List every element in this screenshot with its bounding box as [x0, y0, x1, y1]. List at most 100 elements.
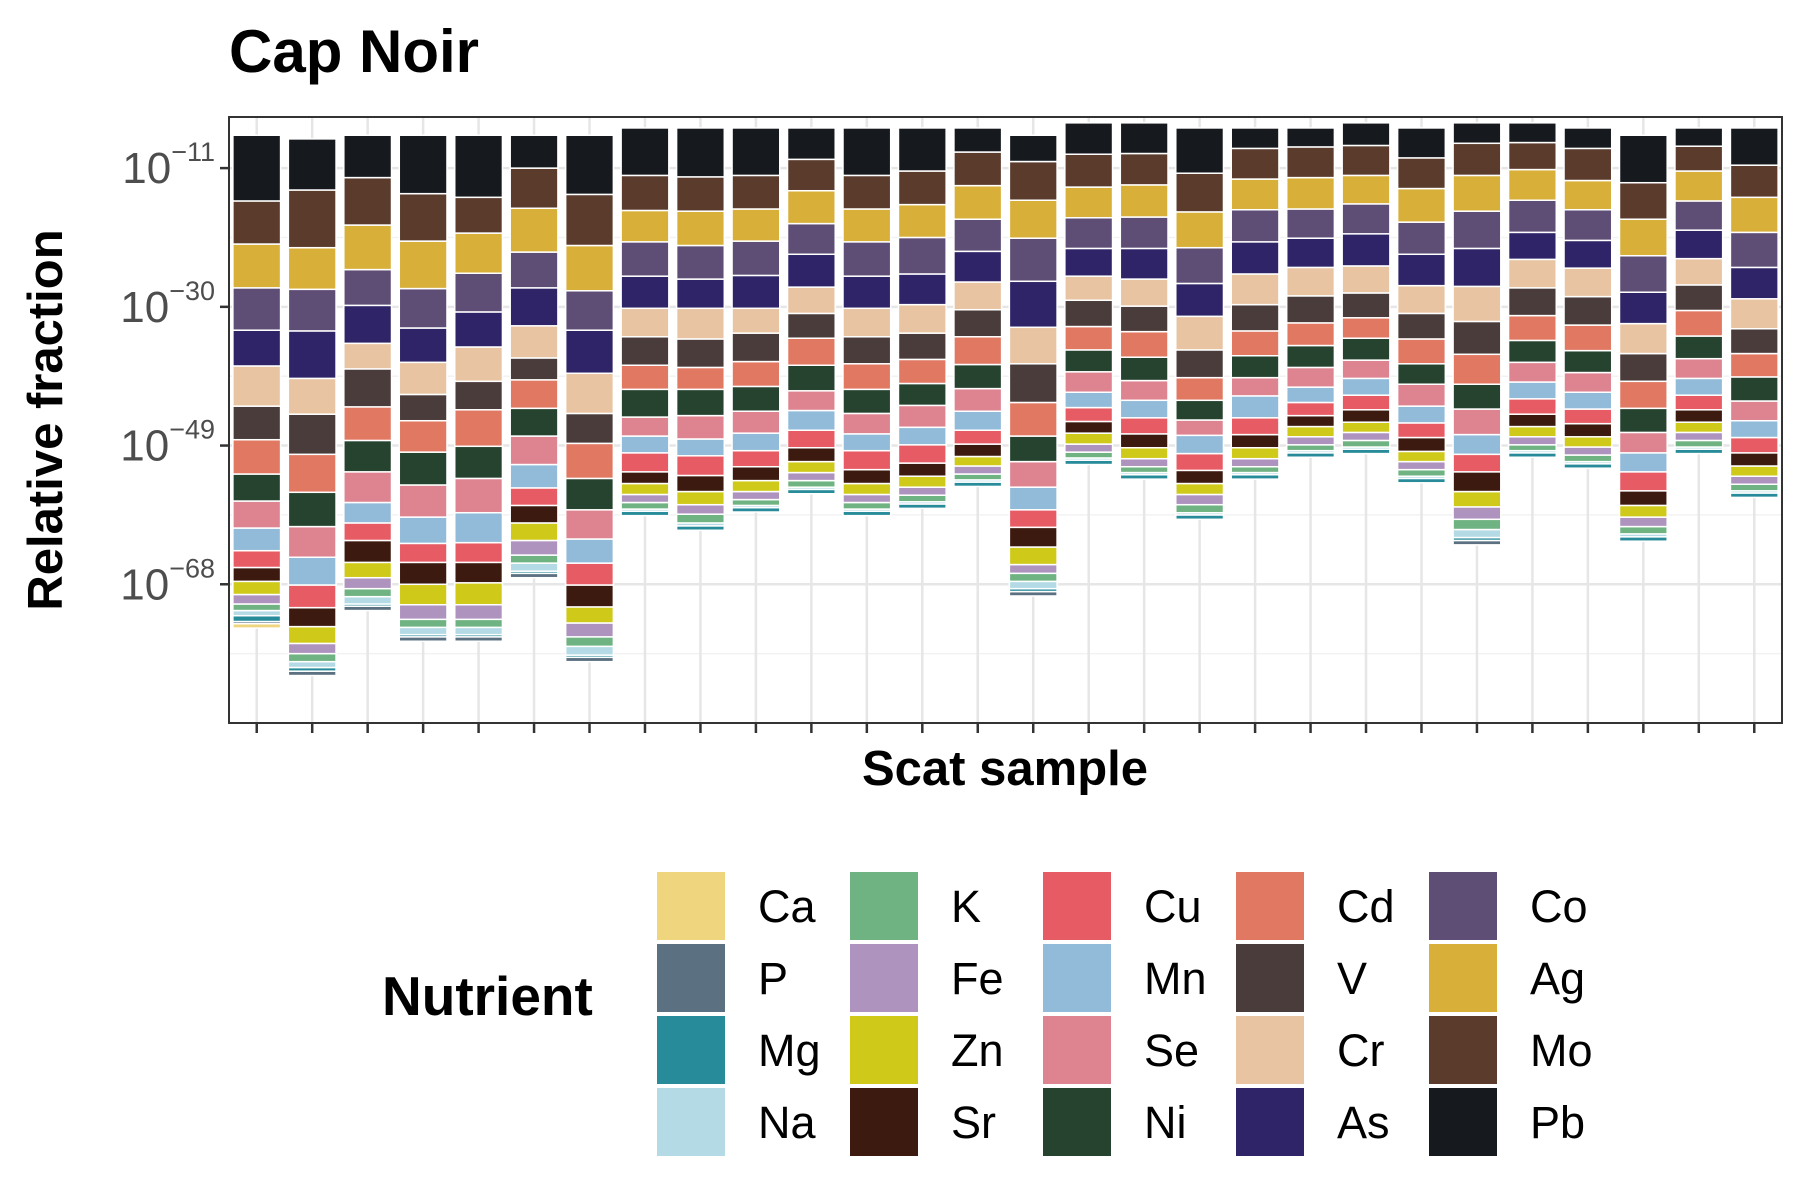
bar-segment-cr [398, 361, 448, 396]
bar-segment-mo [1563, 147, 1613, 182]
bar-segment-cr [343, 342, 393, 370]
bar-segment-cd [1507, 314, 1558, 342]
bar-segment-mo [398, 192, 448, 242]
bar-segment-co [343, 268, 393, 307]
bar-segment-cr [1341, 265, 1391, 294]
bar-segment-na [564, 645, 615, 656]
bar-segment-cu [731, 449, 781, 468]
bar-segment-pb [1008, 134, 1058, 163]
bar-segment-k [731, 498, 781, 507]
bar-segment-pb [1618, 134, 1668, 184]
bar-segment-cd [1008, 401, 1058, 437]
bar-segment-co [1396, 221, 1447, 256]
bar-segment-pb [398, 134, 448, 195]
bar-segment-cr [1452, 285, 1502, 323]
bar-segment-cr [842, 307, 892, 338]
bar-segment-as [675, 278, 726, 310]
bar-segment-k [1618, 525, 1668, 535]
legend-key [1236, 944, 1304, 1012]
legend-key [1043, 944, 1111, 1012]
bar-segment-na [232, 609, 282, 617]
bar-stack [287, 138, 337, 677]
bar-segment-ni [1452, 383, 1502, 410]
bar-segment-zn [953, 455, 1003, 467]
bar-segment-as [509, 287, 559, 327]
bar-segment-fe [1396, 460, 1447, 471]
bar-segment-co [287, 288, 337, 332]
bar-segment-pb [1452, 122, 1502, 145]
bar-segment-v [398, 393, 448, 422]
bar-segment-fe [1064, 443, 1114, 453]
bar-segment-mo [1230, 147, 1280, 180]
bar-segment-mn [1341, 377, 1391, 396]
bar-segment-fe [509, 539, 559, 556]
bar-segment-v [1285, 295, 1336, 324]
bar-segment-pb [1230, 127, 1280, 150]
bar-segment-k [564, 636, 615, 648]
legend-label: Ni [1144, 1097, 1187, 1148]
bar-segment-se [731, 410, 781, 434]
bar-segment-cr [1008, 326, 1058, 365]
bar-segment-ag [1119, 184, 1169, 218]
bar-segment-pb [1175, 127, 1225, 174]
bar-segment-ni [453, 445, 504, 480]
y-tick-label: 10−68 [120, 553, 215, 609]
bar-segment-mo [1507, 141, 1558, 171]
bar-segment-pb [1507, 122, 1558, 144]
bar-segment-v [564, 412, 615, 445]
bar-segment-mo [1008, 160, 1058, 201]
bar-segment-v [842, 336, 892, 365]
bar-segment-mo [232, 200, 282, 245]
bar-segment-cr [731, 307, 781, 334]
bar-segment-se [1729, 400, 1779, 422]
bar-segment-co [509, 251, 559, 289]
bar-stack [786, 127, 836, 495]
bar-segment-v [1507, 287, 1558, 317]
bar-segment-ni [1175, 399, 1225, 421]
bar-segment-zn [1119, 446, 1169, 460]
bar-stack [897, 127, 947, 510]
bar-segment-pb [287, 138, 337, 191]
bar-segment-mn [1008, 486, 1058, 511]
bar-segment-fe [343, 576, 393, 590]
bar-segment-se [1064, 371, 1114, 394]
legend-label: Cd [1337, 881, 1395, 932]
legend-item-mn: Mn [1043, 944, 1207, 1012]
bar-segment-v [897, 332, 947, 361]
bar-segment-sr [1507, 413, 1558, 428]
bar-segment-se [1175, 419, 1225, 437]
bar-segment-pb [1119, 122, 1169, 155]
bar-segment-fe [398, 603, 448, 621]
bar-segment-mn [232, 527, 282, 552]
legend-label: Mo [1530, 1025, 1593, 1076]
bar-segment-cu [232, 549, 282, 569]
bar-segment-co [1119, 216, 1169, 250]
bar-stack [453, 134, 504, 642]
bar-segment-co [1175, 246, 1225, 285]
bar-segment-ni [786, 364, 836, 392]
bar-segment-mo [897, 170, 947, 206]
bar-segment-sr [398, 561, 448, 586]
bar-segment-as [1119, 247, 1169, 280]
bar-segment-mn [1285, 386, 1336, 404]
bar-segment-cd [232, 438, 282, 475]
bar-stack [1729, 127, 1779, 499]
bar-segment-ag [953, 184, 1003, 220]
bar-segment-ag [1341, 174, 1391, 205]
bar-segment-k [1285, 444, 1336, 452]
bar-stack [675, 127, 726, 531]
bar-segment-k [842, 501, 892, 510]
bar-segment-ni [1618, 407, 1668, 434]
bar-segment-cu [675, 455, 726, 477]
bar-segment-co [453, 272, 504, 313]
bar-segment-k [1507, 444, 1558, 452]
bar-segment-co [786, 222, 836, 256]
bar-segment-sr [1064, 420, 1114, 434]
legend-key [1429, 944, 1497, 1012]
bar-segment-mo [1175, 172, 1225, 213]
bar-segment-k [398, 618, 448, 629]
bar-segment-ag [1452, 174, 1502, 212]
bar-segment-zn [1230, 446, 1280, 460]
bar-segment-k [1341, 439, 1391, 448]
bar-segment-mn [620, 435, 670, 454]
